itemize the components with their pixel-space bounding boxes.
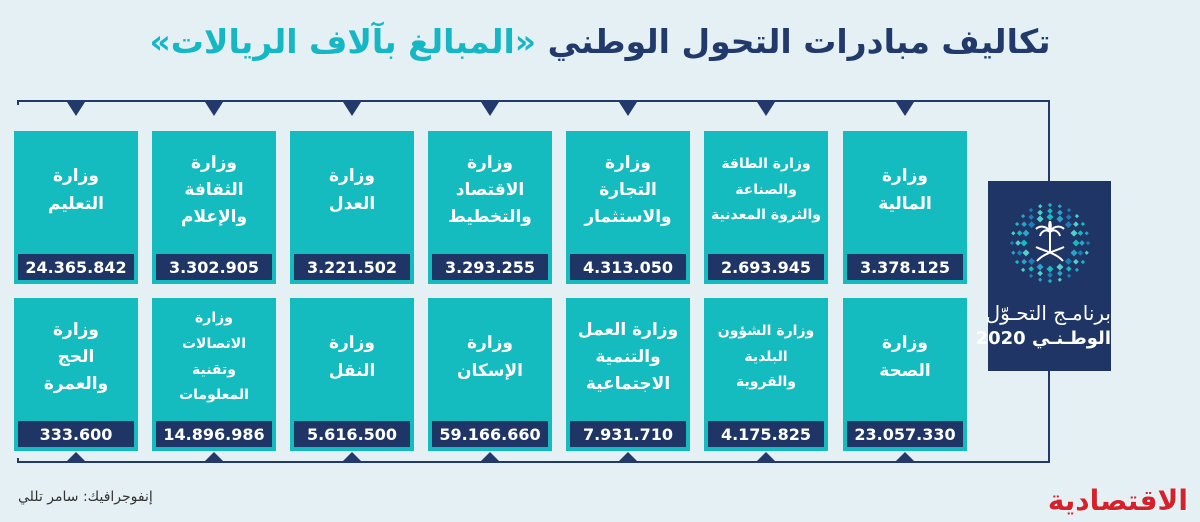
logo-text-line2: الوطـنـي 2020 xyxy=(975,328,1111,349)
vision-logo: برنامـج التحـوّل الوطـنـي 2020 xyxy=(975,181,1111,371)
ministry-card: وزارة الحج والعمرة 333.600 xyxy=(14,298,138,451)
arrow-down-icon xyxy=(896,102,914,116)
title-subtitle: «المبالغ بآلاف الريالات» xyxy=(149,22,537,61)
arrow-down-icon xyxy=(205,102,223,116)
arrow-down-icon xyxy=(619,102,637,116)
ministry-cost: 3.293.255 xyxy=(432,254,548,280)
ministry-card: وزارة التعليم 24.365.842 xyxy=(14,131,138,284)
ministry-cost: 7.931.710 xyxy=(570,421,686,447)
ministry-name: وزارة النقل xyxy=(328,333,376,381)
top-connector-line xyxy=(17,100,1050,181)
ministry-cost: 4.175.825 xyxy=(708,421,824,447)
arrow-up-icon xyxy=(205,452,223,461)
arrow-up-icon xyxy=(896,452,914,461)
ministry-card: وزارة المالية 3.378.125 xyxy=(843,131,967,284)
ministry-card: وزارة الصحة 23.057.330 xyxy=(843,298,967,451)
ministry-name: وزارة الاقتصاد والتخطيط xyxy=(448,152,532,228)
ministry-card: وزارة الاتصالات وتقنية المعلومات 14.896.9… xyxy=(152,298,276,451)
logo-text-line1: برنامـج التحـوّل xyxy=(985,301,1111,325)
ministry-card: وزارة العدل 3.221.502 xyxy=(290,131,414,284)
ministry-cost: 14.896.986 xyxy=(156,421,272,447)
ministry-cost: 23.057.330 xyxy=(847,421,963,447)
ministry-cost: 5.616.500 xyxy=(294,421,410,447)
ministry-card: وزارة النقل 5.616.500 xyxy=(290,298,414,451)
arrow-down-icon xyxy=(343,102,361,116)
ministry-name: وزارة العمل والتنمية الاجتماعية xyxy=(577,319,679,395)
ministry-cost: 3.302.905 xyxy=(156,254,272,280)
arrow-up-icon xyxy=(619,452,637,461)
ministry-name: وزارة التجارة والاستثمار xyxy=(584,152,672,228)
ministry-name: وزارة الحج والعمرة xyxy=(43,319,109,395)
ministry-name: وزارة العدل xyxy=(328,166,376,214)
arrow-down-icon xyxy=(757,102,775,116)
ministry-name: وزارة المالية xyxy=(878,166,932,214)
ministry-name: وزارة الإسكان xyxy=(457,333,523,381)
ministry-cost: 3.378.125 xyxy=(847,254,963,280)
bottom-connector-line xyxy=(17,371,1050,463)
page-title: تكاليف مبادرات التحول الوطني «المبالغ بآ… xyxy=(0,22,1200,61)
ministry-card: وزارة الشؤون البلدية والقروية 4.175.825 xyxy=(704,298,828,451)
ministry-card: وزارة الطاقة والصناعة والثروة المعدنية 2.… xyxy=(704,131,828,284)
ministry-card: وزارة الثقافة والإعلام 3.302.905 xyxy=(152,131,276,284)
arrow-up-icon xyxy=(481,452,499,461)
ministry-name: وزارة الاتصالات وتقنية المعلومات xyxy=(179,309,249,404)
ministry-card: وزارة التجارة والاستثمار 4.313.050 xyxy=(566,131,690,284)
credit-text: إنفوجرافيك: سامر تللي xyxy=(18,489,153,505)
brand-logo: الاقتصادية xyxy=(1047,484,1188,517)
ministry-name: وزارة الشؤون البلدية والقروية xyxy=(717,322,815,391)
arrow-up-icon xyxy=(343,452,361,461)
ministry-name: وزارة التعليم xyxy=(48,166,104,214)
ministry-cost: 3.221.502 xyxy=(294,254,410,280)
ministry-cost: 59.166.660 xyxy=(432,421,548,447)
ministry-card: وزارة العمل والتنمية الاجتماعية 7.931.710 xyxy=(566,298,690,451)
ministry-name: وزارة الطاقة والصناعة والثروة المعدنية xyxy=(711,155,821,224)
arrow-up-icon xyxy=(757,452,775,461)
emblem-icon xyxy=(1010,202,1090,284)
ministry-cost: 2.693.945 xyxy=(708,254,824,280)
ministry-card: وزارة الاقتصاد والتخطيط 3.293.255 xyxy=(428,131,552,284)
ministry-cost: 333.600 xyxy=(18,421,134,447)
arrow-down-icon xyxy=(67,102,85,116)
ministry-card: وزارة الإسكان 59.166.660 xyxy=(428,298,552,451)
ministry-cost: 4.313.050 xyxy=(570,254,686,280)
ministry-name: وزارة الثقافة والإعلام xyxy=(180,152,248,228)
ministry-cost: 24.365.842 xyxy=(18,254,134,280)
arrow-up-icon xyxy=(67,452,85,461)
ministry-name: وزارة الصحة xyxy=(879,333,931,381)
arrow-down-icon xyxy=(481,102,499,116)
title-main: تكاليف مبادرات التحول الوطني xyxy=(547,22,1051,61)
